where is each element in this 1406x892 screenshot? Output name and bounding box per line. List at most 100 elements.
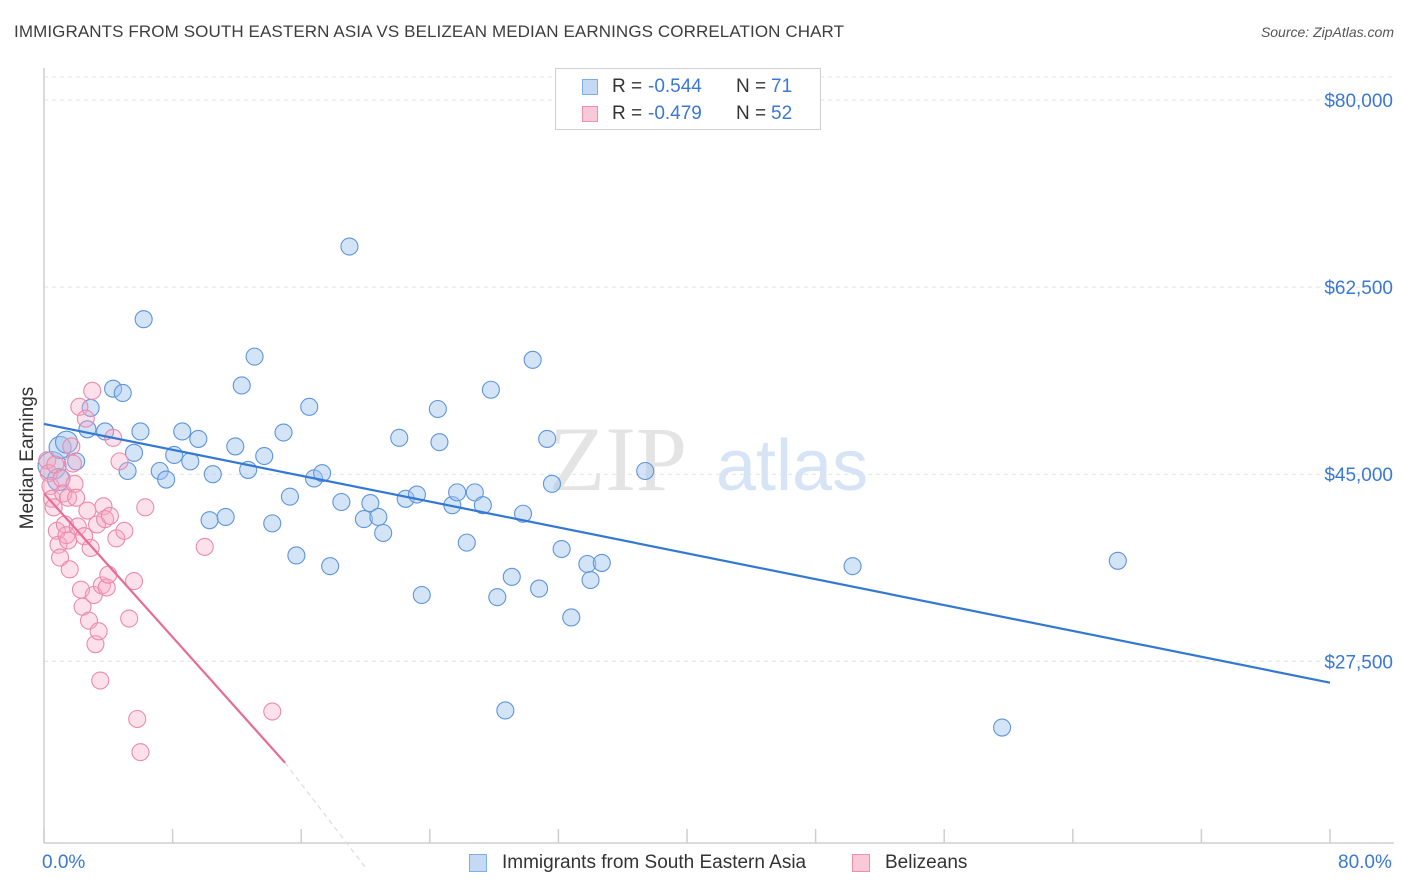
immigrants-point bbox=[496, 701, 515, 720]
belizeans-point bbox=[263, 702, 282, 721]
immigrants-point bbox=[255, 446, 274, 466]
y-axis-title: Median Earnings bbox=[17, 387, 38, 530]
belizeans-point bbox=[115, 521, 134, 540]
immigrants-point bbox=[274, 423, 293, 442]
belizeans-point bbox=[100, 506, 119, 525]
immigrants-point bbox=[113, 383, 132, 403]
legend-swatch-pink bbox=[582, 106, 598, 122]
immigrants-point bbox=[200, 511, 219, 530]
belizeans-point bbox=[68, 517, 87, 536]
immigrants-point bbox=[104, 379, 123, 398]
immigrants-point bbox=[354, 510, 373, 529]
immigrants-point bbox=[369, 507, 388, 527]
bottom-legend-label: Immigrants from South Eastern Asia bbox=[502, 852, 807, 873]
legend-r-label: R = bbox=[612, 76, 643, 97]
immigrants-point bbox=[226, 437, 245, 456]
bottom-legend-swatch-pink bbox=[852, 854, 870, 872]
belizeans-point bbox=[67, 488, 86, 507]
belizeans-point bbox=[81, 538, 100, 558]
watermark-atlas: atlas bbox=[716, 426, 868, 506]
belizeans-point bbox=[91, 671, 110, 690]
immigrants-point bbox=[430, 433, 449, 452]
immigrants-point bbox=[412, 585, 431, 605]
x-axis-max-label: 80.0% bbox=[1338, 852, 1392, 873]
immigrants-point bbox=[340, 237, 359, 256]
immigrants-point bbox=[488, 588, 507, 607]
belizeans-point bbox=[120, 609, 139, 628]
legend-r-label: R = bbox=[612, 103, 643, 124]
series-belizeans-points bbox=[38, 381, 282, 762]
immigrants-point bbox=[131, 422, 150, 441]
immigrants-point bbox=[300, 397, 319, 416]
watermark-zip: ZIP bbox=[549, 408, 687, 510]
watermark: ZIP atlas bbox=[549, 408, 868, 510]
belizeans-trend-extension bbox=[284, 762, 368, 871]
chart-title: IMMIGRANTS FROM SOUTH EASTERN ASIA VS BE… bbox=[14, 22, 845, 41]
immigrants-point bbox=[361, 494, 380, 513]
immigrants-point bbox=[313, 464, 332, 483]
y-tick-label: $80,000 bbox=[1324, 91, 1393, 112]
immigrants-point bbox=[562, 608, 581, 627]
immigrants-point bbox=[636, 461, 655, 481]
immigrants-point bbox=[581, 570, 600, 590]
belizeans-point bbox=[62, 437, 81, 456]
belizeans-point bbox=[76, 409, 95, 428]
legend-r-value: -0.479 bbox=[648, 103, 702, 124]
legend-n-value: 71 bbox=[771, 76, 793, 97]
immigrants-point bbox=[332, 492, 351, 512]
legend-swatch-blue bbox=[582, 79, 598, 95]
immigrants-point bbox=[1108, 551, 1127, 570]
belizeans-point bbox=[124, 572, 144, 591]
belizeans-point bbox=[136, 498, 155, 517]
legend-n-label: N = bbox=[736, 76, 767, 97]
immigrants-point bbox=[523, 350, 542, 369]
belizeans-point bbox=[60, 560, 79, 579]
y-tick-labels: $27,500 $45,000 $62,500 $80,000 bbox=[1324, 91, 1393, 673]
immigrants-point bbox=[481, 380, 500, 399]
immigrants-point bbox=[457, 533, 476, 552]
source-label: Source: ZipAtlas.com bbox=[1260, 24, 1394, 40]
immigrants-point bbox=[173, 422, 192, 441]
y-tick-label: $45,000 bbox=[1324, 465, 1393, 486]
belizeans-point bbox=[65, 474, 84, 493]
immigrants-point bbox=[374, 523, 393, 543]
immigrants-point bbox=[280, 487, 299, 506]
x-axis-min-label: 0.0% bbox=[42, 852, 86, 873]
immigrants-point bbox=[263, 514, 282, 533]
immigrants-point bbox=[216, 507, 235, 527]
correlation-legend: R = -0.544 N = 71 R = -0.479 N = 52 bbox=[555, 68, 821, 130]
trend-lines bbox=[43, 422, 1331, 871]
immigrants-point bbox=[465, 483, 484, 502]
axes bbox=[43, 68, 1394, 844]
immigrants-point bbox=[448, 483, 467, 502]
y-axis-title-group: Median Earnings bbox=[17, 387, 38, 530]
belizeans-point bbox=[70, 397, 89, 416]
belizeans-point bbox=[44, 498, 63, 517]
immigrants-point bbox=[843, 557, 862, 576]
bottom-legend-swatch-blue bbox=[469, 854, 487, 872]
belizeans-point bbox=[195, 537, 214, 556]
immigrants-point bbox=[552, 539, 571, 559]
belizeans-point bbox=[110, 452, 129, 471]
immigrants-point bbox=[538, 429, 557, 448]
immigrants-point bbox=[390, 428, 409, 447]
immigrants-point bbox=[502, 567, 521, 586]
belizeans-point bbox=[128, 709, 147, 729]
immigrants-point bbox=[232, 376, 251, 395]
legend-n-label: N = bbox=[736, 103, 767, 124]
y-tick-label: $27,500 bbox=[1324, 652, 1393, 673]
immigrants-point bbox=[542, 474, 562, 493]
belizeans-point bbox=[51, 548, 70, 567]
belizeans-point bbox=[99, 565, 118, 584]
immigrants-trend-line bbox=[43, 422, 1331, 684]
belizeans-point bbox=[96, 510, 115, 529]
immigrants-point bbox=[592, 553, 611, 572]
immigrants-point bbox=[124, 443, 144, 462]
immigrants-point bbox=[287, 546, 306, 565]
bottom-legend-label: Belizeans bbox=[885, 852, 968, 873]
grid-lines bbox=[44, 76, 1394, 662]
belizeans-point bbox=[83, 381, 102, 400]
immigrants-point bbox=[157, 470, 176, 489]
legend-r-value: -0.544 bbox=[648, 76, 702, 97]
